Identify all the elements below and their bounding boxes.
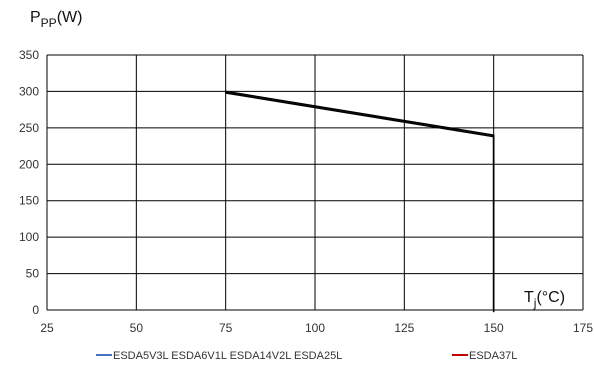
series-line-2 [225, 92, 495, 312]
series-2-point-0 [224, 92, 227, 94]
y-tick-label-250: 250 [19, 121, 39, 135]
x-tick-label-25: 25 [40, 321, 54, 335]
x-tick-label-75: 75 [219, 321, 233, 335]
x-tick-label-175: 175 [573, 321, 593, 335]
series-2-point-1 [492, 135, 495, 138]
y-tick-label-150: 150 [19, 194, 39, 208]
legend-label-series-2: ESDA37L [469, 350, 517, 362]
y-tick-label-0: 0 [32, 303, 39, 317]
y-tick-label-200: 200 [19, 157, 39, 171]
x-tick-label-125: 125 [394, 321, 414, 335]
y-tick-labels: 0 50 100 150 200 250 300 350 [19, 48, 39, 317]
x-axis-title-main: T [524, 289, 534, 306]
x-axis-title-suffix: (°C) [536, 289, 565, 306]
y-axis-title: PPP(W) [30, 9, 82, 30]
y-tick-label-100: 100 [19, 230, 39, 244]
x-axis-title-sub: j [533, 296, 537, 310]
series-1-point-0 [224, 90, 227, 93]
legend-label-series-1: ESDA5V3L ESDA6V1L ESDA14V2L ESDA25L [113, 350, 342, 362]
x-tick-labels: 25 50 75 100 125 150 175 [40, 321, 593, 335]
x-axis-title-background [518, 285, 578, 309]
y-tick-label-350: 350 [19, 48, 39, 62]
y-tick-label-50: 50 [26, 267, 40, 281]
y-axis-title-main: P [30, 9, 41, 26]
series-1-point-1 [492, 134, 495, 136]
x-tick-label-100: 100 [305, 321, 325, 335]
legend: ESDA5V3L ESDA6V1L ESDA14V2L ESDA25L ESDA… [96, 350, 517, 362]
series-2-point-2 [492, 310, 495, 313]
series-lines [224, 90, 495, 313]
y-tick-label-300: 300 [19, 84, 39, 98]
x-tick-label-150: 150 [484, 321, 504, 335]
y-axis-title-sub: PP [41, 16, 57, 30]
grid [46, 54, 584, 311]
x-axis-title: Tj(°C) [524, 289, 565, 310]
x-tick-label-50: 50 [130, 321, 144, 335]
y-axis-title-suffix: (W) [57, 9, 83, 26]
